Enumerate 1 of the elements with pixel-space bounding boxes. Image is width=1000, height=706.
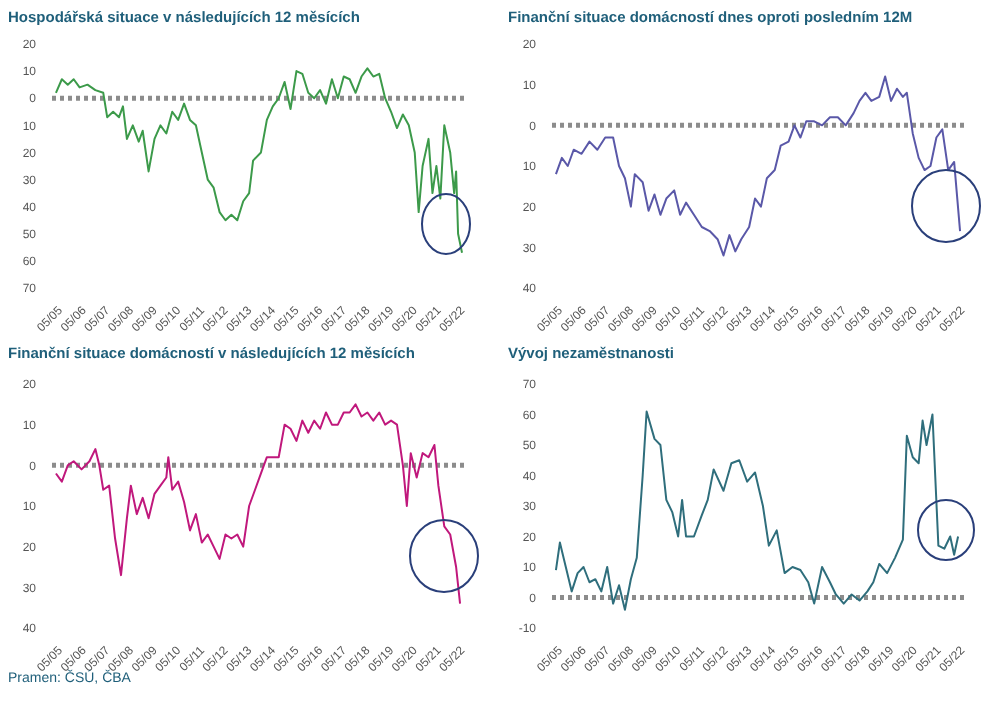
line-series: [54, 403, 462, 605]
